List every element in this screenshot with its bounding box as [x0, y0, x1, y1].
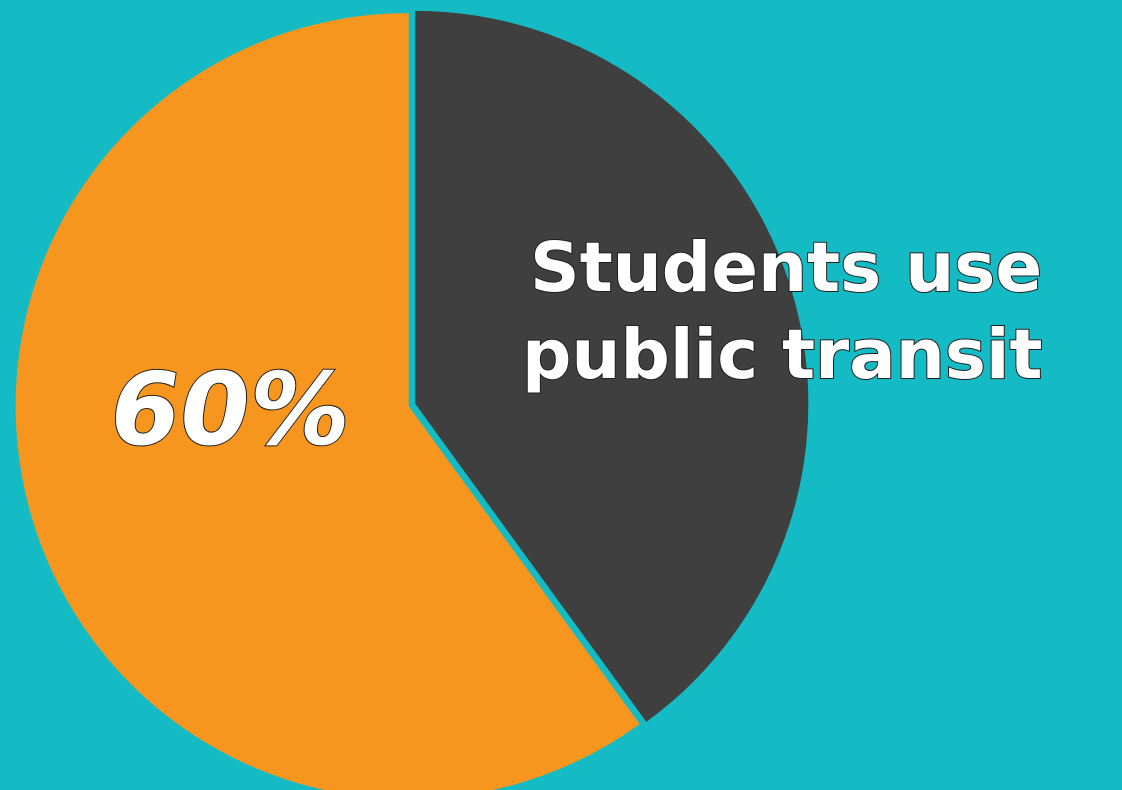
pie-slices: [15, 10, 809, 790]
chart-labels: 60% Students use public transit: [100, 227, 1043, 469]
pie-slice-public-transit: [15, 13, 640, 790]
caption-line-2: public transit: [522, 315, 1043, 395]
pie-slice-other: [415, 10, 809, 722]
data-label-60-percent: 60%: [101, 352, 359, 468]
caption-line-1: Students use: [530, 228, 1042, 308]
